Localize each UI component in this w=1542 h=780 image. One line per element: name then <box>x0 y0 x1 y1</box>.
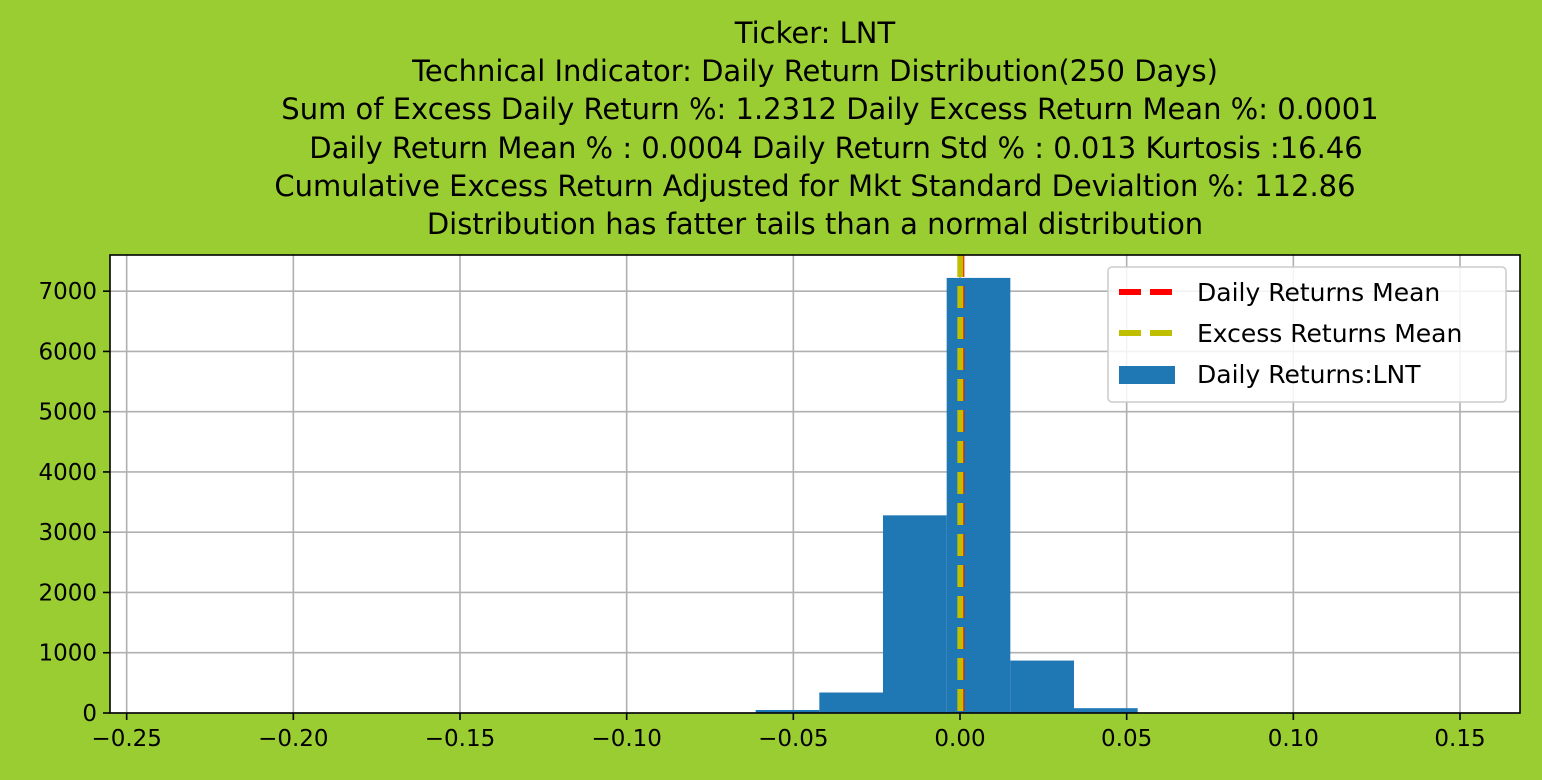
y-tick-label-5: 5000 <box>38 400 97 426</box>
chart-title: Ticker: LNT Technical Indicator: Daily R… <box>0 14 1542 243</box>
x-tick-label-3: −0.10 <box>591 726 661 752</box>
histogram-bar-5 <box>1074 708 1138 713</box>
y-tick-label-0: 0 <box>82 701 97 727</box>
legend-box <box>1107 266 1507 403</box>
mean-lines <box>957 255 965 713</box>
legend-swatch-daily-returns <box>1119 366 1175 384</box>
legend-label-daily-mean: Daily Returns Mean <box>1197 278 1440 307</box>
legend-label-daily-returns: Daily Returns:LNT <box>1197 360 1421 389</box>
x-tick-label-6: 0.05 <box>1101 726 1152 752</box>
title-line-ticker: Ticker: LNT <box>734 16 896 50</box>
legend: Daily Returns Mean Excess Returns Mean D… <box>1107 266 1507 403</box>
title-line-cumulative: Cumulative Excess Return Adjusted for Mk… <box>274 168 1356 203</box>
histogram-bar-4 <box>1010 660 1074 713</box>
y-tick-label-7: 7000 <box>38 279 97 305</box>
x-tick-label-5: 0.00 <box>934 726 985 752</box>
histogram-bar-1 <box>819 692 883 713</box>
x-tick-label-4: −0.05 <box>758 726 828 752</box>
x-tick-label-0: −0.25 <box>91 726 161 752</box>
y-tick-label-1: 1000 <box>38 641 97 667</box>
x-tick-label-1: −0.20 <box>258 726 328 752</box>
x-tick-label-8: 0.15 <box>1434 726 1485 752</box>
histogram-bar-2 <box>883 515 947 713</box>
title-line-excess-sum: Sum of Excess Daily Return %: 1.2312 Dai… <box>281 92 1379 127</box>
plot-frame <box>109 254 1521 714</box>
title-line-distribution: Distribution has fatter tails than a nor… <box>426 206 1204 241</box>
y-tick-label-4: 4000 <box>38 460 97 486</box>
title-line-mean-std: Daily Return Mean % : 0.0004 Daily Retur… <box>309 130 1363 165</box>
y-tick-label-2: 2000 <box>38 580 97 606</box>
legend-label-excess-mean: Excess Returns Mean <box>1197 319 1462 348</box>
x-tick-label-7: 0.10 <box>1268 726 1319 752</box>
histogram-bar-3 <box>946 277 1011 713</box>
y-tick-label-3: 3000 <box>38 520 97 546</box>
histogram-bars <box>755 277 1138 713</box>
y-tick-label-6: 6000 <box>38 339 97 365</box>
title-line-indicator: Technical Indicator: Daily Return Distri… <box>412 54 1218 89</box>
x-tick-label-2: −0.15 <box>425 726 495 752</box>
histogram-bar-0 <box>755 709 820 713</box>
axis-ticks: −0.25 −0.20 −0.15 −0.10 −0.05 0.00 0.05 0.10 0.1… <box>38 279 1485 752</box>
